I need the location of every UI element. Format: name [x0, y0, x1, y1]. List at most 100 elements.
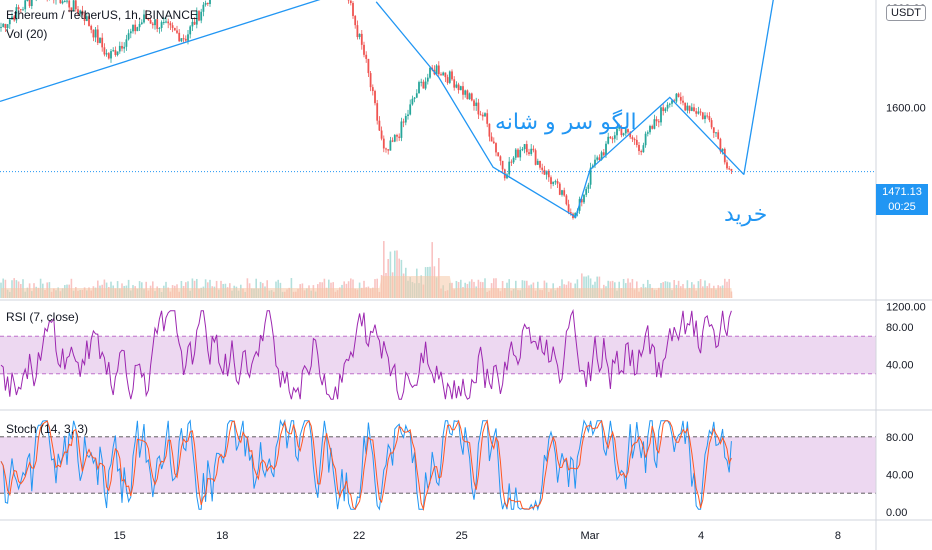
candle-body	[495, 143, 497, 153]
candle-body	[371, 87, 374, 92]
time-tick-label: 25	[456, 530, 468, 542]
candle-body	[61, 1, 64, 4]
candle-body	[154, 19, 156, 26]
volume-bar	[389, 251, 392, 298]
candle-body	[517, 149, 519, 158]
candle-body	[715, 132, 717, 134]
pattern-annotation[interactable]: الگو سر و شانه	[495, 110, 637, 135]
candle-body	[545, 170, 548, 175]
candle-body	[382, 138, 385, 149]
candle-body	[466, 90, 469, 100]
candle-body	[165, 21, 167, 23]
candle-body	[717, 132, 720, 139]
candle-body	[178, 32, 181, 42]
time-tick-label: 8	[835, 530, 841, 542]
volume-bar	[396, 250, 398, 298]
candle-body	[376, 103, 379, 121]
candle-body	[398, 136, 401, 138]
candle-body	[206, 2, 209, 5]
candle-body	[396, 135, 398, 137]
currency-button[interactable]: USDT	[886, 5, 926, 21]
candle-body	[519, 149, 522, 158]
candle-body	[589, 167, 592, 185]
candle-body	[429, 67, 431, 78]
candle-body	[484, 113, 486, 117]
candle-body	[202, 4, 205, 12]
candle-body	[552, 181, 555, 185]
candle-body	[440, 74, 442, 76]
candle-body	[400, 121, 403, 138]
candle-body	[187, 34, 189, 41]
candle-body	[448, 71, 451, 83]
candle-body	[114, 50, 117, 56]
volume-label[interactable]: Vol (20)	[6, 27, 48, 41]
time-tick-label: 22	[353, 530, 365, 542]
candle-body	[600, 152, 603, 161]
candle-body	[189, 26, 192, 35]
candle-body	[99, 37, 101, 43]
candle-body	[666, 104, 669, 109]
candle-body	[356, 25, 359, 38]
candle-body	[642, 145, 645, 153]
candle-body	[534, 150, 537, 165]
candle-body	[30, 0, 33, 7]
candle-body	[492, 141, 495, 144]
candle-body	[462, 86, 464, 95]
candle-body	[354, 15, 357, 26]
candle-body	[451, 71, 453, 80]
trend-line	[0, 0, 321, 103]
candle-body	[470, 93, 473, 101]
stoch-label[interactable]: Stoch (14, 3, 3)	[6, 422, 89, 436]
candle-body	[583, 194, 585, 203]
candle-body	[140, 22, 143, 25]
volume-bar	[598, 276, 601, 298]
candle-body	[682, 100, 684, 103]
candle-body	[457, 84, 460, 91]
candle-body	[123, 46, 126, 49]
candle-body	[622, 133, 625, 136]
candle-body	[673, 100, 676, 102]
candle-body	[514, 149, 517, 158]
candle-body	[121, 45, 123, 49]
symbol-title[interactable]: Ethereum / TetherUS, 1h, BINANCE	[6, 8, 198, 22]
candle-body	[574, 213, 577, 219]
candle-body	[415, 93, 418, 98]
candle-body	[627, 129, 629, 133]
candle-body	[180, 38, 183, 42]
candle-body	[24, 0, 27, 10]
candle-body	[138, 24, 141, 28]
rsi-label[interactable]: RSI (7, close)	[6, 310, 79, 324]
candle-body	[633, 139, 636, 141]
buy-annotation[interactable]: خرید	[724, 202, 768, 227]
candle-body	[81, 10, 84, 15]
volume-bar	[585, 276, 587, 298]
last-price-tag: 1471.13	[876, 184, 928, 200]
candle-body	[475, 102, 478, 106]
candle-body	[569, 212, 572, 214]
rsi-line	[0, 308, 732, 400]
candle-body	[132, 24, 134, 32]
candle-body	[624, 129, 627, 134]
projection-arrow	[743, 0, 774, 175]
candle-body	[708, 116, 711, 121]
candle-body	[651, 126, 654, 129]
candle-body	[587, 184, 590, 189]
candle-body	[360, 33, 363, 45]
candle-body	[110, 51, 112, 59]
candle-body	[512, 157, 515, 163]
candle-body	[688, 105, 691, 111]
bar-countdown: 00:25	[876, 200, 928, 215]
candle-body	[404, 115, 407, 123]
candle-body	[209, 0, 211, 5]
candle-body	[77, 9, 79, 14]
candle-body	[422, 81, 425, 89]
candle-body	[616, 128, 618, 136]
candle-body	[28, 0, 31, 7]
candle-body	[580, 199, 583, 203]
candle-body	[536, 160, 539, 165]
candle-body	[437, 65, 440, 75]
candle-body	[605, 143, 607, 156]
candle-body	[464, 90, 467, 95]
candle-body	[446, 77, 449, 83]
